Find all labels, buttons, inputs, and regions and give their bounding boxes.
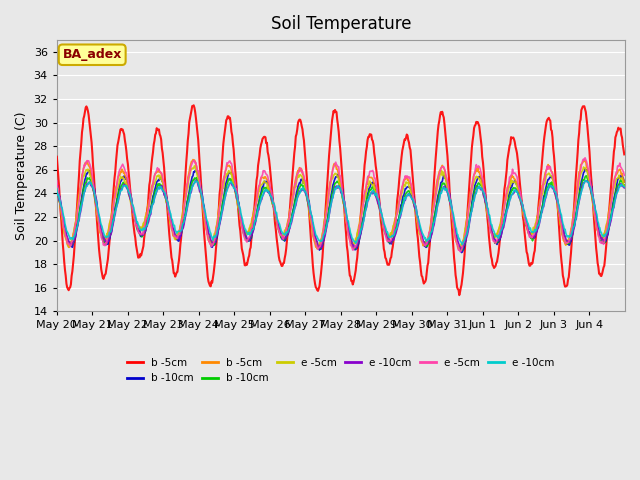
Y-axis label: Soil Temperature (C): Soil Temperature (C) (15, 111, 28, 240)
Legend: b -5cm, b -10cm, b -5cm, b -10cm, e -5cm, e -10cm, e -5cm, e -10cm: b -5cm, b -10cm, b -5cm, b -10cm, e -5cm… (123, 354, 559, 387)
Title: Soil Temperature: Soil Temperature (271, 15, 411, 33)
Text: BA_adex: BA_adex (63, 48, 122, 61)
